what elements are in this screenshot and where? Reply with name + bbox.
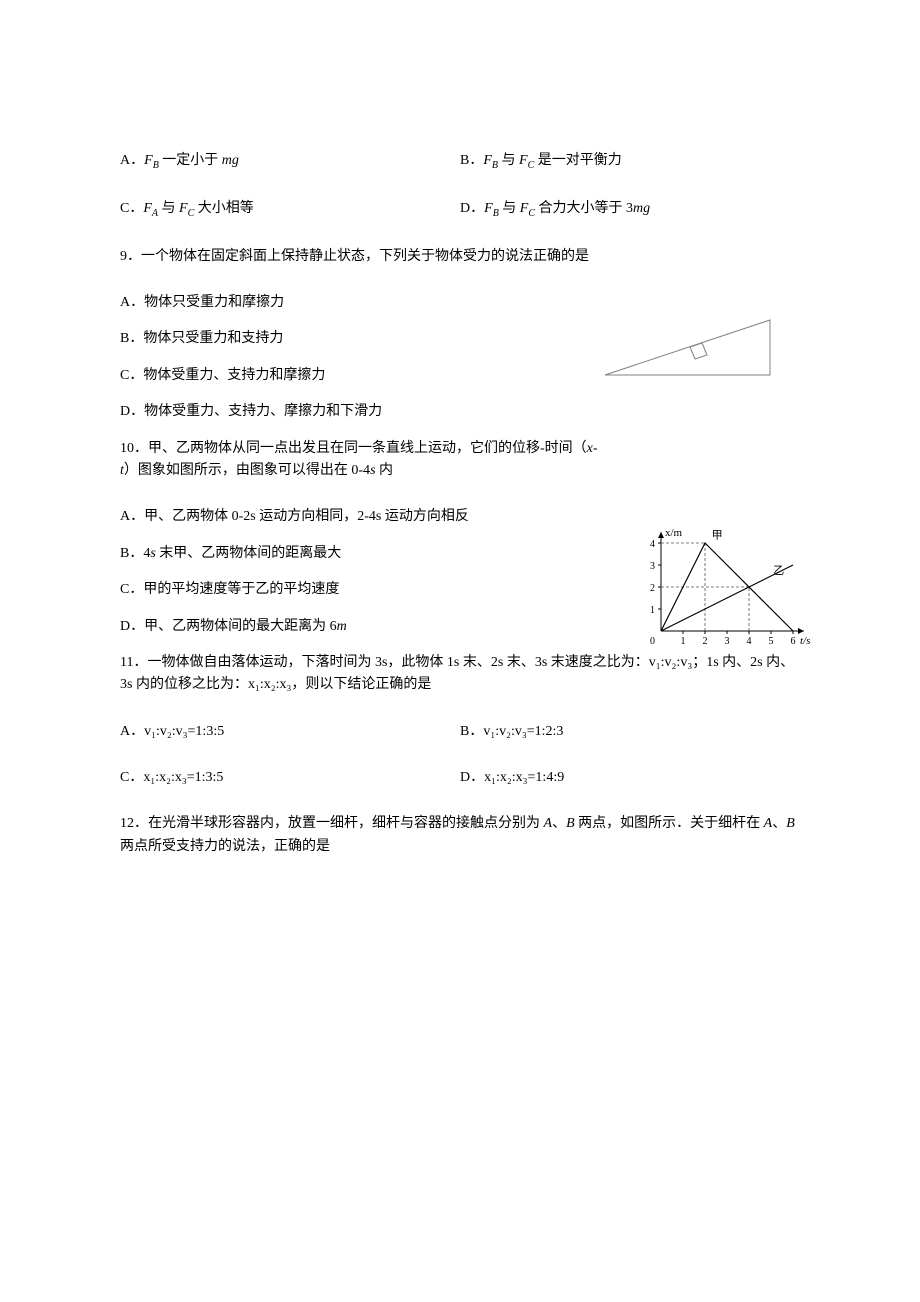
- q9-stem: 9．一个物体在固定斜面上保持静止状态，下列关于物体受力的说法正确的是: [120, 246, 800, 268]
- q11-stem: 11．一物体做自由落体运动，下落时间为 3s，此物体 1s 末、2s 末、3s …: [120, 652, 800, 697]
- q10-graph: 1 2 3 4 5 6 1 2 3 4 0 甲乙 x/m t/s: [635, 513, 815, 653]
- svg-text:x/m: x/m: [665, 527, 683, 539]
- q11-options-row2: C．x₁:x₂:x₃=1:3:5 D．x₁:x₂:x₃=1:4:9: [120, 767, 800, 789]
- q8-option-c: C．FA 与 FC 大小相等: [120, 198, 460, 222]
- q8-option-b: B．FB 与 FC 是一对平衡力: [460, 150, 800, 174]
- q8-options-row2: C．FA 与 FC 大小相等 D．FB 与 FC 合力大小等于 3mg: [120, 198, 800, 222]
- q10-stem: 10．甲、乙两物体从同一点出发且在同一条直线上运动，它们的位移-时间（x-t）图…: [120, 438, 800, 483]
- q10-option-a: A．甲、乙两物体 0-2s 运动方向相同，2-4s 运动方向相反: [120, 506, 600, 528]
- document-page: A．FB 一定小于 mg B．FB 与 FC 是一对平衡力 C．FA 与 FC …: [0, 0, 920, 1302]
- q9-option-d: D．物体受重力、支持力、摩擦力和下滑力: [120, 401, 800, 423]
- svg-text:甲: 甲: [712, 530, 723, 542]
- q11-option-b: B．v₁:v₂:v₃=1:2:3: [460, 721, 800, 743]
- q11-option-a: A．v₁:v₂:v₃=1:3:5: [120, 721, 460, 743]
- q11-options-row1: A．v₁:v₂:v₃=1:3:5 B．v₁:v₂:v₃=1:2:3: [120, 721, 800, 743]
- q8-option-a: A．FB 一定小于 mg: [120, 150, 460, 174]
- q10-option-b: B．4s 末甲、乙两物体间的距离最大: [120, 543, 600, 565]
- incline-triangle: [605, 320, 770, 375]
- q10-option-c: C．甲的平均速度等于乙的平均速度: [120, 579, 600, 601]
- svg-text:0: 0: [650, 636, 655, 647]
- q10-option-d: D．甲、乙两物体间的最大距离为 6m: [120, 616, 600, 638]
- svg-text:5: 5: [769, 636, 774, 647]
- q9-figure-incline: [600, 310, 780, 390]
- q12-stem: 12．在光滑半球形容器内，放置一细杆，细杆与容器的接触点分别为 A、B 两点，如…: [120, 813, 800, 858]
- svg-text:3: 3: [725, 636, 730, 647]
- svg-text:1: 1: [650, 605, 655, 616]
- svg-text:乙: 乙: [773, 564, 784, 577]
- svg-text:2: 2: [650, 583, 655, 594]
- svg-text:4: 4: [747, 636, 752, 647]
- q8-options-row1: A．FB 一定小于 mg B．FB 与 FC 是一对平衡力: [120, 150, 800, 174]
- svg-text:t/s: t/s: [800, 635, 810, 647]
- q11-option-d: D．x₁:x₂:x₃=1:4:9: [460, 767, 800, 789]
- svg-text:3: 3: [650, 561, 655, 572]
- svg-text:1: 1: [681, 636, 686, 647]
- q8-option-d: D．FB 与 FC 合力大小等于 3mg: [460, 198, 800, 222]
- svg-text:2: 2: [703, 636, 708, 647]
- q11-option-c: C．x₁:x₂:x₃=1:3:5: [120, 767, 460, 789]
- svg-text:4: 4: [650, 539, 655, 550]
- svg-text:6: 6: [791, 636, 796, 647]
